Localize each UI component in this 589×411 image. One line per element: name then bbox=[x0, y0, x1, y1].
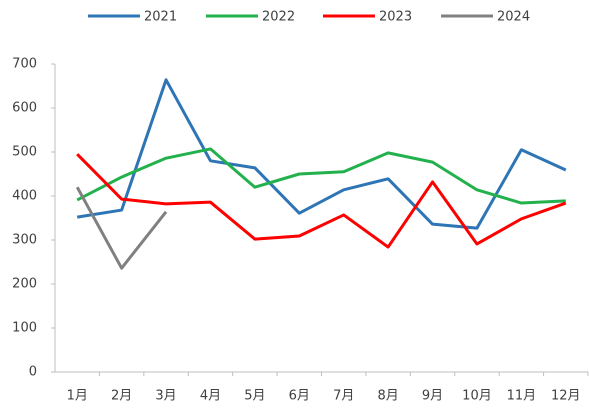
legend-label: 2022 bbox=[262, 10, 295, 25]
x-tick-label: 4月 bbox=[200, 389, 221, 404]
legend-label: 2024 bbox=[497, 10, 530, 25]
legend-label: 2021 bbox=[144, 10, 177, 25]
x-tick-label: 3月 bbox=[155, 389, 176, 404]
x-tick-label: 11月 bbox=[507, 389, 537, 404]
x-tick-label: 8月 bbox=[377, 389, 398, 404]
series-line bbox=[76, 78, 567, 230]
y-tick-label: 100 bbox=[12, 321, 37, 336]
y-tick-label: 0 bbox=[29, 365, 37, 380]
series-line bbox=[75, 186, 168, 270]
x-tick-label: 2月 bbox=[111, 389, 132, 404]
legend-label: 2023 bbox=[379, 10, 412, 25]
x-tick-label: 5月 bbox=[244, 389, 265, 404]
x-tick-label: 1月 bbox=[67, 389, 88, 404]
y-tick-label: 400 bbox=[12, 189, 37, 204]
y-tick-label: 200 bbox=[12, 277, 37, 292]
x-tick-label: 12月 bbox=[551, 389, 581, 404]
y-tick-label: 700 bbox=[12, 57, 37, 72]
y-tick-label: 600 bbox=[12, 101, 37, 116]
x-tick-label: 6月 bbox=[289, 389, 310, 404]
y-tick-label: 500 bbox=[12, 145, 37, 160]
y-tick-label: 300 bbox=[12, 233, 37, 248]
series-line bbox=[76, 147, 566, 205]
series-line bbox=[76, 153, 567, 249]
x-tick-label: 7月 bbox=[333, 389, 354, 404]
x-tick-label: 9月 bbox=[422, 389, 443, 404]
x-tick-label: 10月 bbox=[462, 389, 492, 404]
